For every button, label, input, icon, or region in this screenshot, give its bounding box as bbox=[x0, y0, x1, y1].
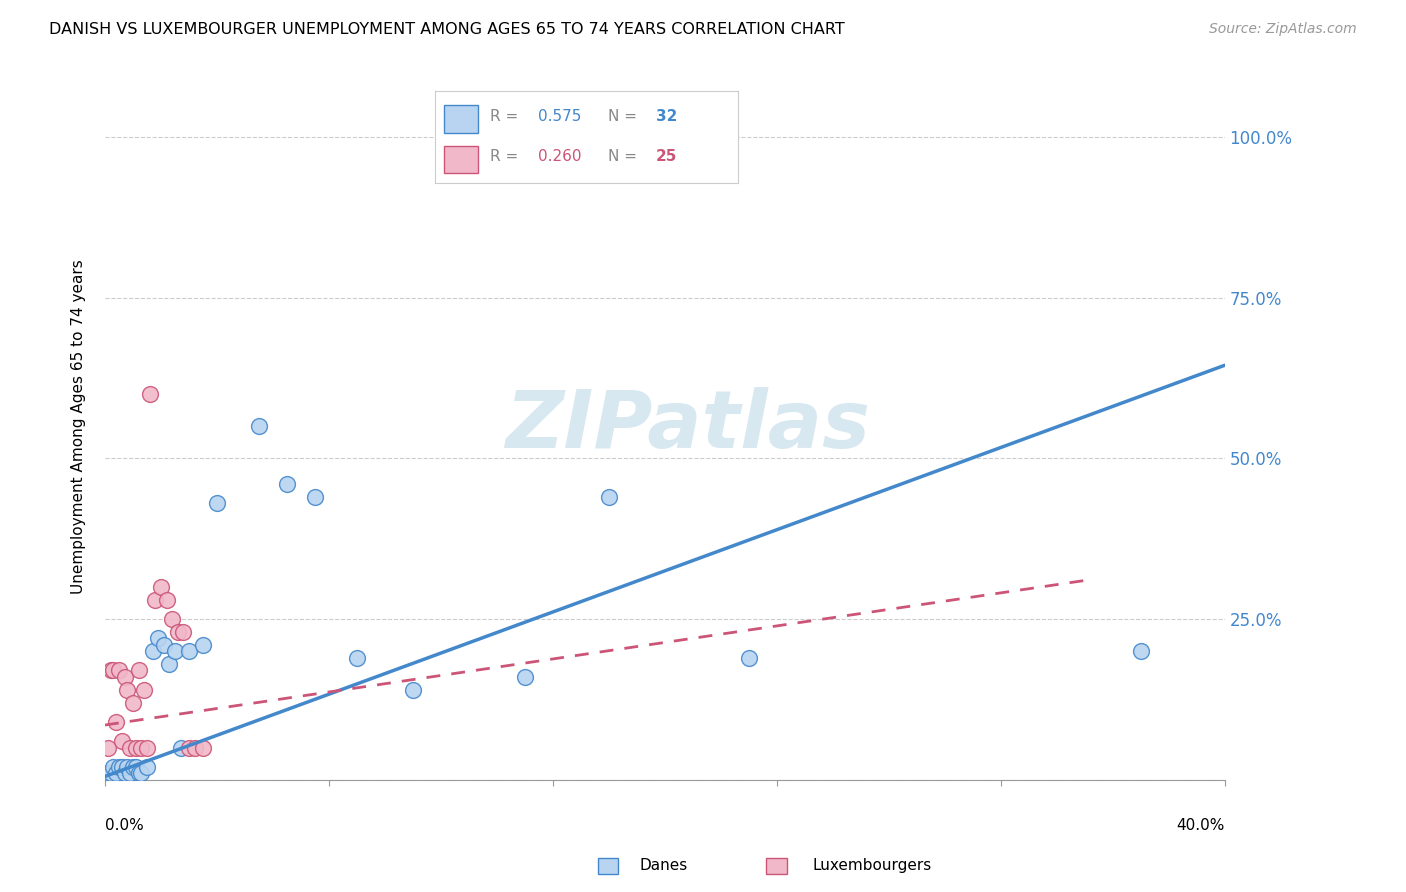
Point bbox=[177, 740, 200, 755]
Point bbox=[183, 740, 205, 755]
Point bbox=[114, 670, 136, 684]
Point bbox=[247, 419, 270, 434]
Point bbox=[120, 740, 142, 755]
Point bbox=[128, 664, 150, 678]
Point bbox=[97, 740, 120, 755]
Point bbox=[160, 612, 183, 626]
Point bbox=[117, 760, 139, 774]
Point bbox=[177, 644, 200, 658]
Point bbox=[169, 740, 191, 755]
Point bbox=[513, 670, 536, 684]
Point bbox=[145, 592, 167, 607]
Point bbox=[1129, 644, 1152, 658]
Point bbox=[131, 740, 153, 755]
Point bbox=[117, 682, 139, 697]
Point bbox=[136, 760, 159, 774]
Point bbox=[105, 714, 128, 729]
Point bbox=[191, 638, 214, 652]
Point bbox=[148, 632, 170, 646]
Point bbox=[205, 496, 228, 510]
Point bbox=[120, 766, 142, 780]
Y-axis label: Unemployment Among Ages 65 to 74 years: Unemployment Among Ages 65 to 74 years bbox=[72, 259, 86, 594]
Text: DANISH VS LUXEMBOURGER UNEMPLOYMENT AMONG AGES 65 TO 74 YEARS CORRELATION CHART: DANISH VS LUXEMBOURGER UNEMPLOYMENT AMON… bbox=[49, 22, 845, 37]
Point bbox=[402, 682, 425, 697]
Point bbox=[100, 766, 122, 780]
Point bbox=[131, 766, 153, 780]
Point bbox=[139, 387, 162, 401]
Point bbox=[163, 644, 186, 658]
Point bbox=[276, 477, 298, 491]
Point bbox=[155, 592, 177, 607]
Point bbox=[111, 760, 134, 774]
Point bbox=[152, 638, 174, 652]
Text: Danes: Danes bbox=[640, 858, 688, 872]
Point bbox=[122, 760, 145, 774]
Point bbox=[136, 740, 159, 755]
Point bbox=[598, 490, 620, 504]
Text: Source: ZipAtlas.com: Source: ZipAtlas.com bbox=[1209, 22, 1357, 37]
Point bbox=[149, 580, 172, 594]
Point bbox=[191, 740, 214, 755]
Text: 0.0%: 0.0% bbox=[105, 819, 143, 833]
Point bbox=[122, 696, 145, 710]
Point bbox=[166, 624, 188, 639]
Point bbox=[128, 766, 150, 780]
Text: 40.0%: 40.0% bbox=[1177, 819, 1225, 833]
Point bbox=[108, 664, 131, 678]
Point bbox=[114, 766, 136, 780]
Point bbox=[738, 650, 761, 665]
Text: ZIPatlas: ZIPatlas bbox=[505, 387, 870, 466]
Point bbox=[142, 644, 165, 658]
Point bbox=[134, 682, 156, 697]
Point bbox=[108, 760, 131, 774]
Point bbox=[125, 740, 148, 755]
Point bbox=[157, 657, 180, 671]
Point bbox=[97, 766, 120, 780]
Point bbox=[105, 766, 128, 780]
Point bbox=[172, 624, 194, 639]
Point bbox=[103, 760, 125, 774]
Point bbox=[346, 650, 368, 665]
Point bbox=[304, 490, 326, 504]
Point bbox=[111, 734, 134, 748]
Point bbox=[100, 664, 122, 678]
Text: Luxembourgers: Luxembourgers bbox=[813, 858, 932, 872]
Point bbox=[125, 760, 148, 774]
Point bbox=[103, 664, 125, 678]
